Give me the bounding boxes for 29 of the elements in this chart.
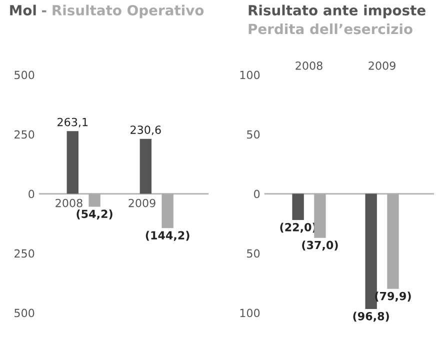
- text: Risultato ante imposte: [248, 4, 426, 18]
- data-label: (37,0): [302, 240, 338, 251]
- x-tick-label: 2008: [56, 198, 82, 208]
- text: Mol: [10, 4, 36, 16]
- data-label: 263,1: [58, 118, 88, 128]
- y-tick-label: 100: [240, 308, 260, 318]
- y-tick-label: 500: [14, 308, 34, 318]
- y-tick-label: 100: [240, 70, 260, 80]
- data-label: (144,2): [146, 230, 190, 241]
- text: Perdita dell’esercizio: [248, 23, 412, 34]
- x-tick-label: 2008: [296, 61, 322, 70]
- y-tick-label: 250: [14, 130, 34, 139]
- y-tick-label: 50: [247, 130, 260, 139]
- text: -: [42, 10, 46, 12]
- y-tick-label: 0: [254, 190, 260, 198]
- bar: [140, 138, 152, 194]
- x-tick-label: 2009: [128, 198, 156, 208]
- y-tick-label: 0: [28, 190, 34, 198]
- bar: [66, 131, 78, 194]
- y-tick-label: 500: [14, 70, 34, 80]
- data-label: (96,8): [353, 312, 389, 322]
- bar: [88, 194, 100, 207]
- x-tick-label: 2009: [368, 61, 396, 70]
- data-label: (54,2): [76, 209, 112, 220]
- y-tick-label: 50: [247, 249, 260, 258]
- data-label: 230,6: [130, 126, 161, 136]
- y-tick-label: 250: [14, 249, 34, 258]
- bar: [162, 194, 174, 228]
- text: Risultato Operativo: [52, 4, 204, 18]
